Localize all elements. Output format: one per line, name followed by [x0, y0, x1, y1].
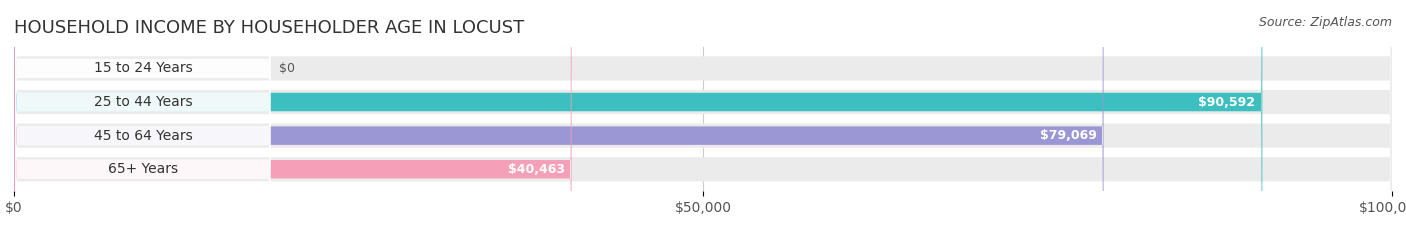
- Text: $79,069: $79,069: [1040, 129, 1097, 142]
- Text: 25 to 44 Years: 25 to 44 Years: [94, 95, 193, 109]
- FancyBboxPatch shape: [14, 0, 1392, 233]
- FancyBboxPatch shape: [15, 0, 270, 233]
- Text: $0: $0: [278, 62, 295, 75]
- Text: HOUSEHOLD INCOME BY HOUSEHOLDER AGE IN LOCUST: HOUSEHOLD INCOME BY HOUSEHOLDER AGE IN L…: [14, 19, 524, 37]
- Text: 15 to 24 Years: 15 to 24 Years: [94, 62, 193, 75]
- FancyBboxPatch shape: [14, 0, 1392, 233]
- Text: $90,592: $90,592: [1198, 96, 1256, 109]
- Text: Source: ZipAtlas.com: Source: ZipAtlas.com: [1258, 16, 1392, 29]
- FancyBboxPatch shape: [15, 0, 270, 233]
- FancyBboxPatch shape: [14, 0, 1104, 233]
- Text: 45 to 64 Years: 45 to 64 Years: [94, 129, 193, 143]
- FancyBboxPatch shape: [14, 0, 1263, 233]
- FancyBboxPatch shape: [14, 0, 1392, 233]
- Text: $40,463: $40,463: [508, 163, 565, 176]
- FancyBboxPatch shape: [14, 0, 572, 233]
- Text: 65+ Years: 65+ Years: [108, 162, 179, 176]
- FancyBboxPatch shape: [14, 0, 1392, 233]
- FancyBboxPatch shape: [15, 0, 270, 233]
- FancyBboxPatch shape: [15, 0, 270, 233]
